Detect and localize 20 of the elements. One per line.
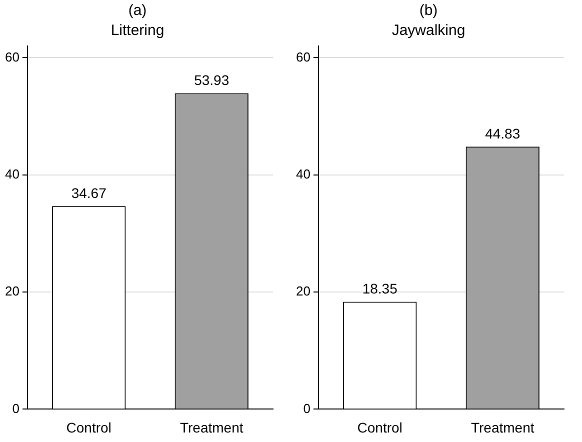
y-tick-label: 40 (4, 166, 20, 182)
data-label: 18.35 (362, 280, 398, 297)
data-label: 34.67 (71, 184, 107, 201)
y-tick-label: 40 (296, 166, 310, 182)
y-tick-label: 60 (4, 49, 20, 64)
y-tick-label: 20 (296, 284, 310, 299)
chart-subtitle: Jaywalking (392, 22, 466, 40)
x-tick-label: Control (66, 419, 112, 436)
chart-title: (a) (128, 2, 147, 20)
x-tick-label: Treatment (180, 419, 244, 436)
y-tick-label: 0 (12, 400, 20, 416)
x-tick-label: Treatment (470, 419, 534, 436)
x-tick-label: Control (357, 419, 402, 436)
data-label: 53.93 (194, 72, 230, 88)
y-tick-label: 0 (303, 400, 310, 416)
y-tick-label: 60 (296, 49, 310, 64)
chart-subtitle: Littering (110, 22, 164, 40)
y-tick-label: 20 (4, 284, 20, 299)
data-label: 44.83 (485, 125, 520, 142)
chart-title: (b) (419, 2, 438, 20)
